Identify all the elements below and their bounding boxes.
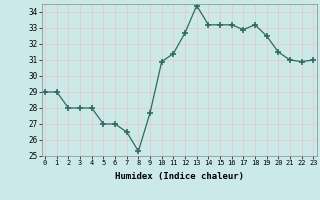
X-axis label: Humidex (Indice chaleur): Humidex (Indice chaleur) xyxy=(115,172,244,181)
